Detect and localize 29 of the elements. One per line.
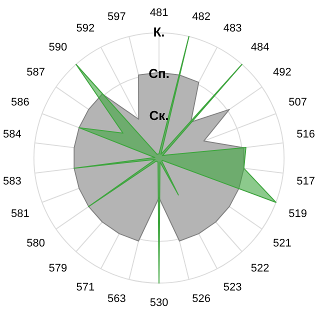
- spoke-label: 484: [250, 42, 270, 54]
- spoke-label: 571: [76, 281, 95, 294]
- spoke-label: 590: [48, 42, 68, 54]
- spoke-label: 481: [150, 6, 168, 19]
- spoke-label: 583: [3, 175, 22, 188]
- spoke-label: 563: [107, 293, 126, 306]
- spoke-label: 587: [26, 66, 45, 79]
- spoke-label: 522: [250, 262, 270, 274]
- spoke-label: 516: [296, 128, 315, 141]
- spoke-label: 597: [107, 10, 126, 23]
- spoke-label: 584: [3, 128, 22, 141]
- spoke-label: 526: [192, 293, 211, 306]
- y-tick-label: Ск.: [149, 108, 169, 123]
- spoke-label: 586: [11, 96, 30, 108]
- spoke-label: 482: [192, 10, 211, 23]
- spoke-label: 592: [76, 22, 95, 35]
- spoke-label: 580: [26, 237, 45, 250]
- y-tick-label: Сп.: [148, 66, 170, 82]
- y-tick-label: К.: [153, 24, 165, 40]
- spoke-label: 517: [296, 175, 315, 188]
- spoke-label: 521: [273, 237, 292, 250]
- spoke-label: 507: [288, 96, 307, 108]
- spoke-label: 483: [223, 22, 242, 35]
- spoke-label: 579: [48, 262, 68, 274]
- spoke-label: 523: [223, 281, 242, 294]
- spoke-label: 492: [273, 66, 292, 79]
- spoke-label: 519: [288, 208, 307, 220]
- spoke-label: 581: [11, 208, 30, 220]
- spoke-label: 530: [150, 297, 168, 310]
